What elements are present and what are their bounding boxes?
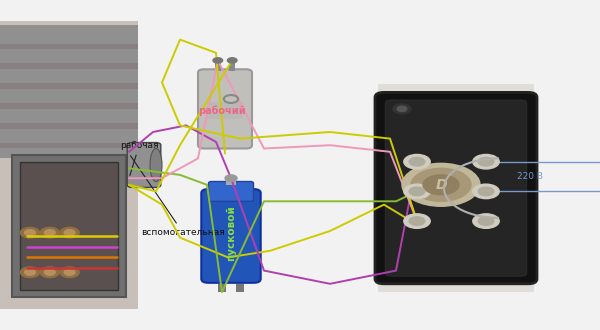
Circle shape	[411, 168, 471, 201]
Text: пусковой: пусковой	[226, 205, 236, 260]
Bar	[0, 123, 138, 129]
Circle shape	[60, 227, 79, 238]
Circle shape	[213, 58, 223, 63]
Circle shape	[393, 104, 411, 114]
Bar	[229, 61, 235, 71]
Circle shape	[409, 157, 425, 166]
Circle shape	[404, 214, 430, 228]
Circle shape	[40, 267, 59, 278]
Circle shape	[478, 187, 494, 196]
Bar	[215, 61, 221, 71]
Circle shape	[44, 230, 55, 236]
Text: D: D	[435, 178, 447, 192]
Bar	[207, 102, 243, 119]
Circle shape	[478, 217, 494, 225]
FancyBboxPatch shape	[20, 162, 118, 290]
Circle shape	[64, 230, 75, 236]
Text: 220 В: 220 В	[517, 172, 543, 181]
Circle shape	[64, 269, 75, 275]
Circle shape	[473, 184, 499, 199]
Bar	[218, 284, 226, 292]
Circle shape	[20, 227, 40, 238]
Circle shape	[402, 163, 480, 206]
Circle shape	[404, 184, 430, 199]
Circle shape	[20, 267, 40, 278]
FancyBboxPatch shape	[375, 92, 537, 284]
FancyBboxPatch shape	[198, 69, 252, 148]
FancyBboxPatch shape	[378, 84, 534, 292]
Bar	[226, 177, 236, 185]
FancyBboxPatch shape	[202, 189, 260, 283]
Bar	[0, 103, 138, 109]
Text: рабочий: рабочий	[198, 105, 246, 116]
Circle shape	[44, 269, 55, 275]
Ellipse shape	[150, 148, 162, 182]
Circle shape	[25, 269, 35, 275]
Circle shape	[25, 230, 35, 236]
Text: вспомогательная: вспомогательная	[131, 156, 225, 237]
Circle shape	[473, 214, 499, 228]
Bar	[0, 44, 138, 50]
Bar	[0, 63, 138, 69]
Circle shape	[225, 175, 237, 182]
FancyBboxPatch shape	[127, 143, 161, 187]
Bar	[236, 284, 244, 292]
FancyBboxPatch shape	[12, 155, 126, 297]
Text: рабочая: рабочая	[120, 141, 158, 176]
Circle shape	[473, 154, 499, 169]
Circle shape	[227, 58, 237, 63]
Circle shape	[423, 175, 459, 195]
Circle shape	[478, 157, 494, 166]
FancyBboxPatch shape	[209, 182, 254, 201]
Bar	[0, 83, 138, 89]
Bar	[0, 143, 138, 148]
Circle shape	[409, 187, 425, 196]
Circle shape	[404, 154, 430, 169]
FancyBboxPatch shape	[0, 25, 138, 158]
Circle shape	[409, 217, 425, 225]
Circle shape	[397, 106, 407, 112]
FancyBboxPatch shape	[0, 21, 138, 309]
Circle shape	[40, 227, 59, 238]
Circle shape	[60, 267, 79, 278]
FancyBboxPatch shape	[385, 100, 527, 276]
